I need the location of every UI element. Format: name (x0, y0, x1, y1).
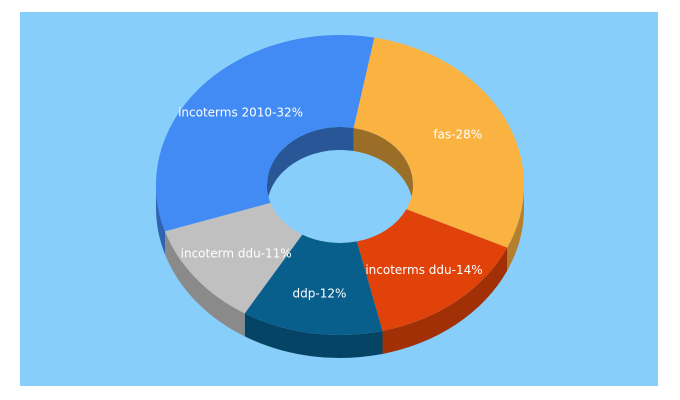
donut-sides (156, 185, 524, 359)
slice-fas[interactable] (353, 37, 524, 248)
slice-label-incoterm-ddu: incoterm ddu-11% (181, 246, 292, 260)
slice-label-incoterms-ddu: incoterms ddu-14% (365, 263, 482, 277)
slice-incoterms-2010[interactable] (155, 35, 375, 232)
slice-label-incoterms-2010: incoterms 2010-32% (178, 105, 303, 119)
side-incoterm-ddu (165, 231, 245, 337)
side-ddp (244, 313, 383, 359)
side-incoterms-ddu (382, 247, 508, 354)
slice-ddp[interactable] (244, 234, 383, 336)
inner-fas (353, 128, 413, 208)
side-incoterms-2010 (156, 185, 166, 255)
donut-tops (155, 35, 524, 336)
side-fas (507, 185, 524, 271)
slice-label-ddp: ddp-12% (293, 287, 347, 301)
slice-label-fas: fas-28% (433, 128, 482, 142)
slice-labels: incoterms 2010-32% fas-28% incoterms ddu-1… (178, 105, 483, 300)
slice-incoterms-ddu[interactable] (356, 209, 508, 331)
inner-incoterms-2010 (267, 127, 354, 208)
donut-inner-wall (267, 127, 413, 208)
slice-incoterm-ddu[interactable] (165, 202, 303, 314)
